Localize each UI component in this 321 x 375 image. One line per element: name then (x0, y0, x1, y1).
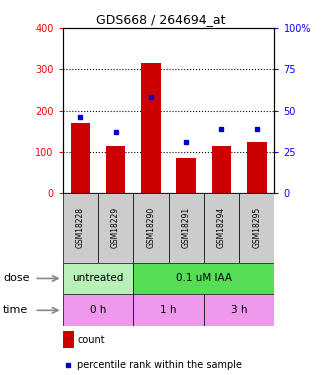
Text: GDS668 / 264694_at: GDS668 / 264694_at (96, 13, 225, 26)
Bar (133, 193, 169, 262)
Text: GSM18290: GSM18290 (146, 207, 155, 249)
Text: 0.1 uM IAA: 0.1 uM IAA (176, 273, 232, 284)
Bar (63, 193, 98, 262)
Bar (63, 331, 74, 348)
Bar (239, 193, 274, 262)
Bar (204, 294, 274, 326)
Bar (63, 294, 133, 326)
Text: count: count (77, 335, 105, 345)
Bar (204, 193, 239, 262)
Text: time: time (3, 305, 29, 315)
Bar (106, 146, 125, 193)
Text: GSM18229: GSM18229 (111, 207, 120, 248)
Bar (141, 63, 160, 193)
Bar (177, 158, 196, 193)
Text: untreated: untreated (72, 273, 124, 284)
Text: GSM18228: GSM18228 (76, 207, 85, 248)
Text: GSM18295: GSM18295 (252, 207, 261, 249)
Bar (98, 193, 133, 262)
Text: GSM18294: GSM18294 (217, 207, 226, 249)
Bar (133, 262, 274, 294)
Text: GSM18291: GSM18291 (182, 207, 191, 248)
Text: percentile rank within the sample: percentile rank within the sample (77, 360, 242, 370)
Bar (212, 146, 231, 193)
Bar (63, 262, 133, 294)
Text: dose: dose (3, 273, 30, 284)
Bar (247, 142, 266, 193)
Text: 1 h: 1 h (160, 305, 177, 315)
Text: 3 h: 3 h (231, 305, 247, 315)
Text: 0 h: 0 h (90, 305, 106, 315)
Bar (71, 123, 90, 193)
Bar (169, 193, 204, 262)
Bar (133, 294, 204, 326)
